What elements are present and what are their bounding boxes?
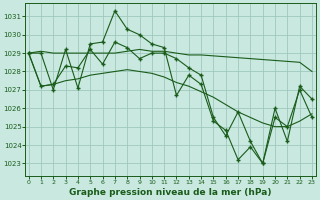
- X-axis label: Graphe pression niveau de la mer (hPa): Graphe pression niveau de la mer (hPa): [69, 188, 272, 197]
